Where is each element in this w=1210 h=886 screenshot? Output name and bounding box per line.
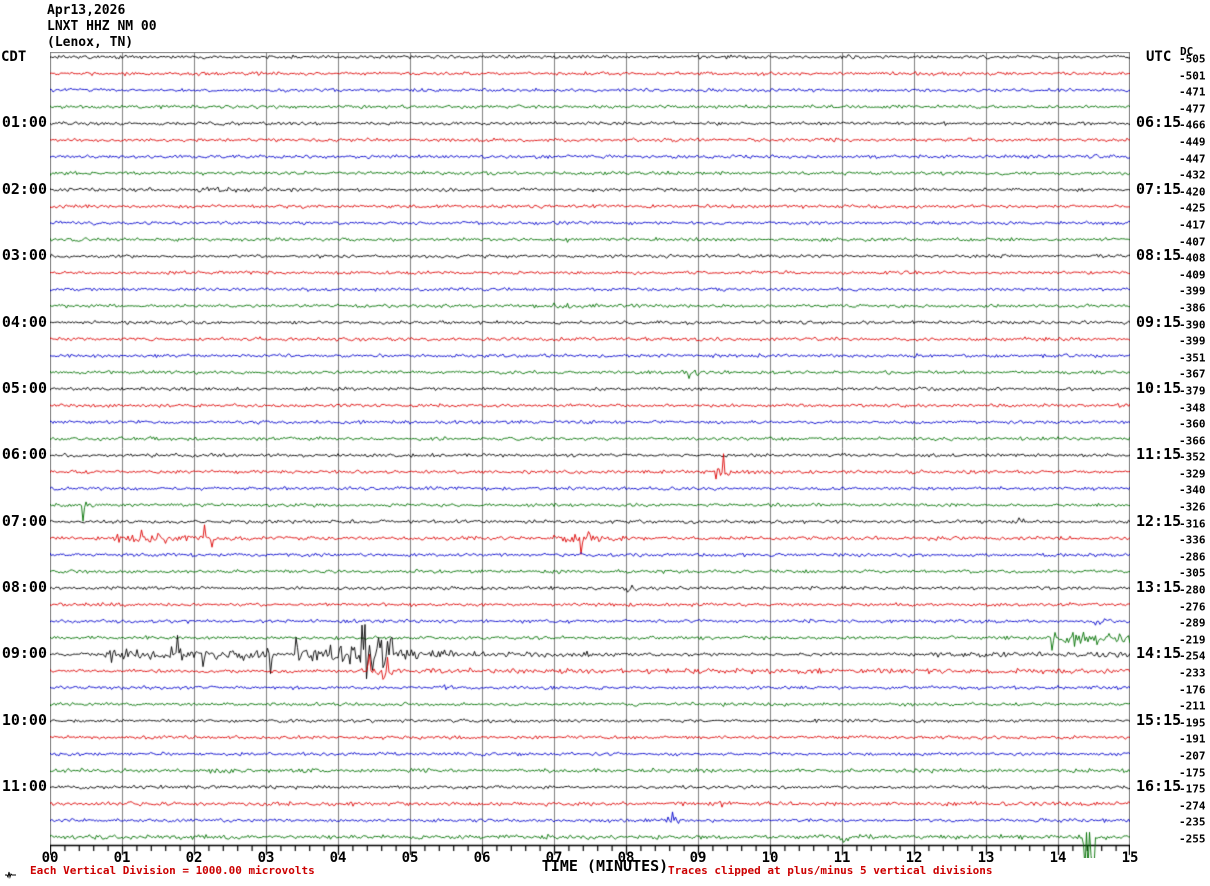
dc-value: -176 bbox=[1179, 683, 1206, 697]
left-hour-label: 06:00 bbox=[1, 445, 47, 464]
left-hour-label: 09:00 bbox=[1, 644, 47, 663]
dc-value: -420 bbox=[1179, 185, 1206, 199]
dc-value: -390 bbox=[1179, 318, 1206, 332]
utc-hour-label: 10:15 bbox=[1136, 379, 1182, 398]
dc-value: -276 bbox=[1179, 600, 1206, 614]
utc-hour-label: 08:15 bbox=[1136, 246, 1182, 265]
dc-value: -326 bbox=[1179, 500, 1206, 514]
dc-value: -425 bbox=[1179, 201, 1206, 215]
dc-value: -399 bbox=[1179, 334, 1206, 348]
utc-hour-label: 15:15 bbox=[1136, 710, 1182, 729]
utc-hour-label: 06:15 bbox=[1136, 113, 1182, 132]
dc-value: -366 bbox=[1179, 434, 1206, 448]
dc-value: -195 bbox=[1179, 716, 1206, 730]
dc-value: -336 bbox=[1179, 533, 1206, 547]
dc-value: -329 bbox=[1179, 467, 1206, 481]
left-hour-label: 05:00 bbox=[1, 379, 47, 398]
left-hour-label: 02:00 bbox=[1, 179, 47, 198]
dc-value: -219 bbox=[1179, 633, 1206, 647]
minute-label: 01 bbox=[113, 850, 131, 866]
header-station-location: (Lenox, TN) bbox=[47, 35, 134, 50]
x-axis-title: TIME (MINUTES) bbox=[541, 857, 669, 875]
minute-label: 05 bbox=[401, 850, 419, 866]
dc-value: -175 bbox=[1179, 766, 1206, 780]
dc-value: -280 bbox=[1179, 583, 1206, 597]
dc-value: -191 bbox=[1179, 732, 1206, 746]
dc-value: -340 bbox=[1179, 483, 1206, 497]
minute-label: 02 bbox=[185, 850, 203, 866]
dc-value: -316 bbox=[1179, 517, 1206, 531]
minute-label: 12 bbox=[905, 850, 923, 866]
minute-label: 15 bbox=[1121, 850, 1139, 866]
minute-label: 10 bbox=[761, 850, 779, 866]
dc-value: -477 bbox=[1179, 102, 1206, 116]
minute-label: 14 bbox=[1049, 850, 1067, 866]
dc-value: -409 bbox=[1179, 268, 1206, 282]
minute-label: 09 bbox=[689, 850, 707, 866]
dc-value: -399 bbox=[1179, 284, 1206, 298]
minute-label: 03 bbox=[257, 850, 275, 866]
left-hour-label: 04:00 bbox=[1, 312, 47, 331]
dc-value: -274 bbox=[1179, 799, 1206, 813]
minute-label: 00 bbox=[41, 850, 59, 866]
minute-label: 07 bbox=[545, 850, 563, 866]
left-axis-header-cdt: CDT bbox=[1, 49, 27, 65]
dc-value: -471 bbox=[1179, 85, 1206, 99]
minute-label: 11 bbox=[833, 850, 851, 866]
left-hour-label: 07:00 bbox=[1, 511, 47, 530]
dc-value: -351 bbox=[1179, 351, 1206, 365]
dc-value: -348 bbox=[1179, 401, 1206, 414]
dc-value: -447 bbox=[1179, 152, 1206, 166]
dc-value: -360 bbox=[1179, 417, 1206, 431]
header-date: Apr13,2026 bbox=[47, 3, 126, 18]
left-hour-label: 11:00 bbox=[1, 777, 47, 796]
minute-label: 06 bbox=[473, 850, 491, 866]
left-hour-label: 03:00 bbox=[1, 246, 47, 265]
dc-value: -175 bbox=[1179, 782, 1206, 796]
dc-value: -352 bbox=[1179, 450, 1206, 464]
dc-value: -254 bbox=[1179, 649, 1206, 663]
utc-hour-label: 09:15 bbox=[1136, 312, 1182, 331]
utc-hour-label: 13:15 bbox=[1136, 578, 1182, 597]
dc-value: -432 bbox=[1179, 168, 1206, 182]
header-station-code: LNXT HHZ NM 00 bbox=[47, 19, 157, 34]
dc-value: -367 bbox=[1179, 367, 1206, 381]
minute-label: 08 bbox=[617, 850, 635, 866]
utc-hour-label: 16:15 bbox=[1136, 777, 1182, 796]
dc-value: -408 bbox=[1179, 251, 1206, 265]
dc-value: -235 bbox=[1179, 815, 1206, 829]
utc-hour-label: 07:15 bbox=[1136, 179, 1182, 198]
dc-value: -233 bbox=[1179, 666, 1206, 680]
dc-value: -211 bbox=[1179, 699, 1206, 713]
vertical-scale-note: Each Vertical Division = 1000.00 microvo… bbox=[30, 864, 315, 877]
left-hour-label: 08:00 bbox=[1, 578, 47, 597]
dc-value: -379 bbox=[1179, 384, 1206, 398]
dc-value: -417 bbox=[1179, 218, 1206, 232]
dc-column-header: DC bbox=[1180, 45, 1194, 58]
dc-value: -407 bbox=[1179, 235, 1206, 249]
dc-value: -501 bbox=[1179, 69, 1206, 83]
dc-value: -286 bbox=[1179, 550, 1206, 564]
dc-value: -505 bbox=[1179, 52, 1206, 66]
dc-value: -255 bbox=[1179, 832, 1206, 846]
dc-value: -207 bbox=[1179, 749, 1206, 763]
dc-value: -386 bbox=[1179, 301, 1206, 315]
dc-value: -449 bbox=[1179, 135, 1206, 149]
left-hour-label: 10:00 bbox=[1, 710, 47, 729]
dc-value: -466 bbox=[1179, 118, 1206, 132]
mini-squiggle-icon bbox=[5, 871, 16, 879]
left-hour-label: 01:00 bbox=[1, 113, 47, 132]
utc-hour-label: 11:15 bbox=[1136, 445, 1182, 464]
dc-value: -305 bbox=[1179, 566, 1206, 580]
helicorder-traces-canvas bbox=[50, 52, 1130, 858]
minute-label: 13 bbox=[977, 850, 995, 866]
minute-label: 04 bbox=[329, 850, 347, 866]
utc-hour-label: 12:15 bbox=[1136, 511, 1182, 530]
dc-value: -289 bbox=[1179, 616, 1206, 630]
right-axis-header-utc: UTC bbox=[1146, 49, 1172, 65]
clipping-note: Traces clipped at plus/minus 5 vertical … bbox=[668, 864, 993, 877]
utc-hour-label: 14:15 bbox=[1136, 644, 1182, 663]
